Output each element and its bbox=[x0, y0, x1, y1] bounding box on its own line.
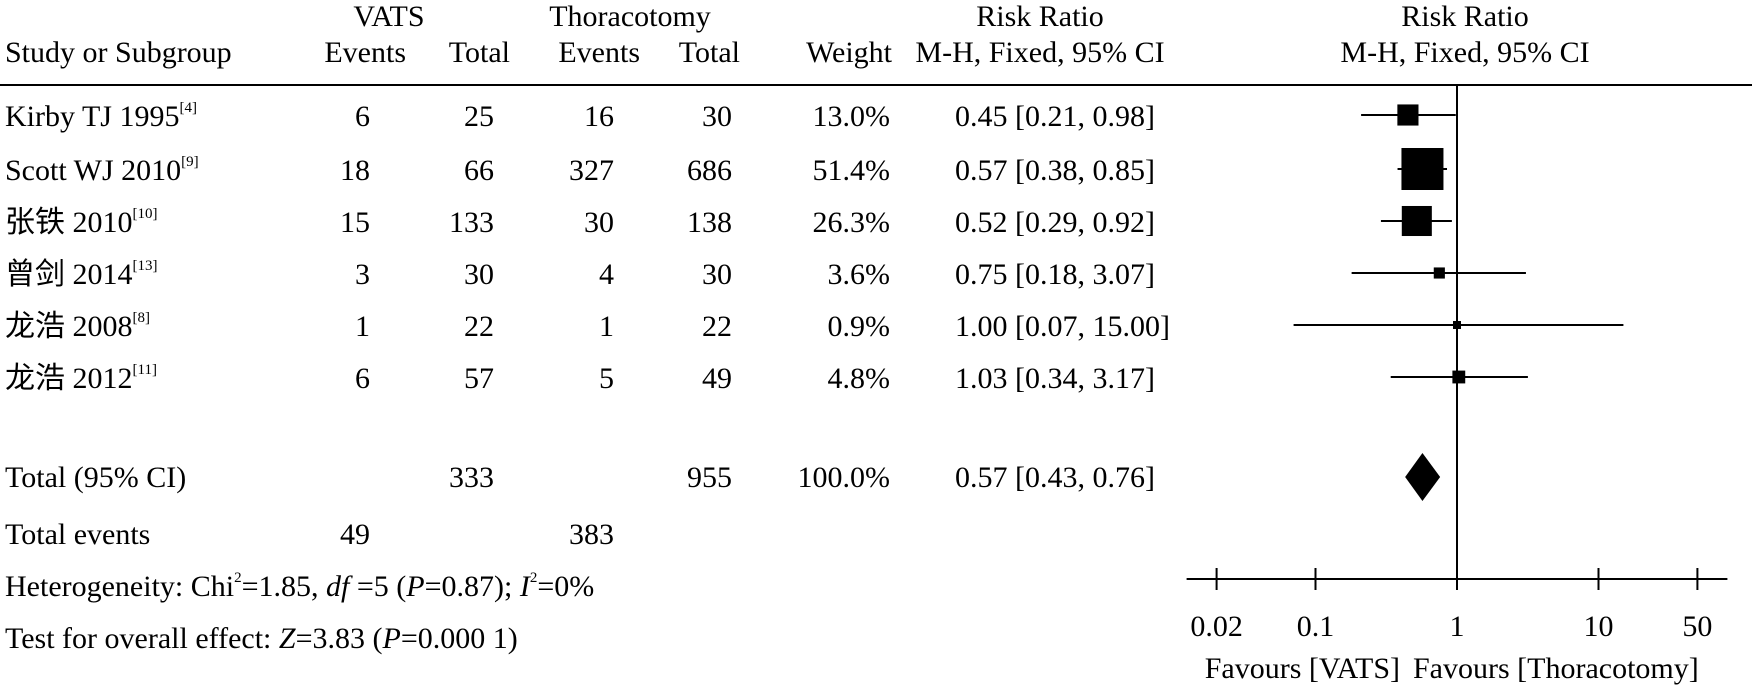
x-tick-label: 1 bbox=[1450, 610, 1465, 643]
thor-total: 686 bbox=[687, 154, 732, 187]
thor-total-header: Total bbox=[678, 36, 740, 69]
pooled-diamond bbox=[1405, 453, 1441, 501]
total-vats-total: 333 bbox=[449, 461, 494, 494]
vats-total: 25 bbox=[464, 100, 494, 133]
vats-events: 3 bbox=[355, 258, 370, 291]
favours-thoracotomy-label: Favours [Thoracotomy] bbox=[1413, 652, 1699, 685]
vats-events-header: Events bbox=[324, 36, 406, 69]
effect-square bbox=[1453, 321, 1461, 329]
total-events-vats: 49 bbox=[340, 518, 370, 551]
thor-events: 1 bbox=[599, 310, 614, 343]
thor-total: 30 bbox=[702, 258, 732, 291]
weight-value: 26.3% bbox=[812, 206, 891, 239]
thor-events: 16 bbox=[584, 100, 614, 133]
rr-column-method: M-H, Fixed, 95% CI bbox=[915, 36, 1165, 69]
vats-total-header: Total bbox=[448, 36, 510, 69]
study-name: 张铁 2010[10] bbox=[5, 206, 158, 239]
weight-value: 4.8% bbox=[827, 362, 891, 395]
study-name: 曾剑 2014[13] bbox=[5, 258, 158, 291]
thor-events-header: Events bbox=[558, 36, 640, 69]
thor-total: 138 bbox=[687, 206, 732, 239]
vats-events: 18 bbox=[340, 154, 370, 187]
effect-square bbox=[1433, 267, 1445, 279]
thor-total: 22 bbox=[702, 310, 732, 343]
thor-total: 49 bbox=[702, 362, 732, 395]
study-name: 龙浩 2012[11] bbox=[5, 362, 157, 395]
ci-text: 1.03 [0.34, 3.17] bbox=[955, 362, 1155, 395]
study-column-header: Study or Subgroup bbox=[5, 36, 232, 69]
ci-text: 0.75 [0.18, 3.07] bbox=[955, 258, 1155, 291]
favours-vats-label: Favours [VATS] bbox=[1204, 652, 1400, 685]
overall-effect-text: Test for overall effect: Z=3.83 (P=0.000… bbox=[5, 622, 518, 655]
total-thor-total: 955 bbox=[687, 461, 732, 494]
rr-column-title: Risk Ratio bbox=[976, 0, 1104, 33]
thor-events: 5 bbox=[599, 362, 614, 395]
thor-events: 327 bbox=[569, 154, 614, 187]
header-rule bbox=[0, 84, 1752, 86]
weight-value: 3.6% bbox=[827, 258, 891, 291]
effect-square bbox=[1452, 370, 1466, 384]
total-label: Total (95% CI) bbox=[5, 461, 187, 494]
weight-value: 0.9% bbox=[827, 310, 891, 343]
x-tick-label: 0.1 bbox=[1297, 610, 1335, 643]
study-name: Kirby TJ 1995[4] bbox=[5, 100, 197, 133]
vats-total: 22 bbox=[464, 310, 494, 343]
effect-square bbox=[1397, 104, 1419, 126]
group-thoracotomy-header: Thoracotomy bbox=[549, 0, 711, 33]
total-ci: 0.57 [0.43, 0.76] bbox=[955, 461, 1155, 494]
vats-total: 57 bbox=[464, 362, 494, 395]
ci-text: 1.00 [0.07, 15.00] bbox=[955, 310, 1170, 343]
ci-text: 0.45 [0.21, 0.98] bbox=[955, 100, 1155, 133]
plot-title: Risk Ratio bbox=[1401, 0, 1529, 33]
x-tick-label: 0.02 bbox=[1190, 610, 1243, 643]
heterogeneity-text: Heterogeneity: Chi2=1.85, df =5 (P=0.87)… bbox=[5, 570, 595, 603]
thor-events: 4 bbox=[599, 258, 614, 291]
total-weight: 100.0% bbox=[797, 461, 891, 494]
vats-events: 6 bbox=[355, 100, 370, 133]
x-tick-label: 10 bbox=[1584, 610, 1614, 643]
weight-header: Weight bbox=[806, 36, 892, 69]
vats-total: 133 bbox=[449, 206, 494, 239]
study-name: 龙浩 2008[8] bbox=[5, 310, 150, 343]
ci-text: 0.57 [0.38, 0.85] bbox=[955, 154, 1155, 187]
vats-total: 66 bbox=[464, 154, 494, 187]
vats-total: 30 bbox=[464, 258, 494, 291]
vats-events: 15 bbox=[340, 206, 370, 239]
total-events-label: Total events bbox=[5, 518, 151, 551]
vats-events: 1 bbox=[355, 310, 370, 343]
thor-total: 30 bbox=[702, 100, 732, 133]
weight-value: 13.0% bbox=[812, 100, 891, 133]
ci-text: 0.52 [0.29, 0.92] bbox=[955, 206, 1155, 239]
total-events-thor: 383 bbox=[569, 518, 614, 551]
group-vats-header: VATS bbox=[353, 0, 425, 33]
weight-value: 51.4% bbox=[812, 154, 891, 187]
plot-method: M-H, Fixed, 95% CI bbox=[1340, 36, 1590, 69]
x-tick-label: 50 bbox=[1682, 610, 1712, 643]
effect-square bbox=[1401, 205, 1432, 237]
vats-events: 6 bbox=[355, 362, 370, 395]
effect-square bbox=[1401, 148, 1444, 190]
thor-events: 30 bbox=[584, 206, 614, 239]
study-name: Scott WJ 2010[9] bbox=[5, 154, 199, 187]
